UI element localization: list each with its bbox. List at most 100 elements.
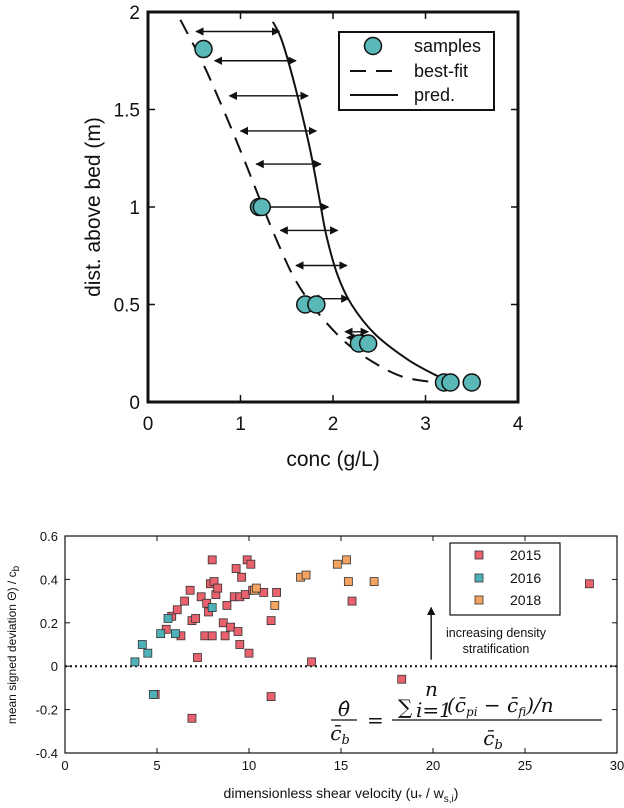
top-y-tick-label: 1.5	[114, 101, 140, 122]
top-x-tick-label: 1	[235, 414, 246, 435]
point-2015-4	[180, 596, 190, 606]
point-2016-2	[143, 648, 153, 658]
point-2018-6	[342, 555, 351, 565]
point-2016-5	[170, 629, 180, 639]
sample-point-8	[441, 373, 460, 392]
point-2018-4	[301, 570, 311, 580]
point-2018-7	[343, 577, 353, 586]
bottom-x-tick-label: 30	[610, 758, 624, 773]
point-2015-32	[244, 648, 254, 658]
legend-2018-marker	[474, 595, 484, 605]
point-2018-8	[369, 577, 379, 586]
top-x-axis-label: conc (g/L)	[286, 448, 379, 471]
point-2016-0	[130, 657, 140, 667]
bottom-x-axis-label: dimensionless shear velocity (u* / ws,i)	[224, 785, 459, 805]
concentration-profile-chart: 0 1 2 3 4 0 0.5 1 1.5 2 conc (g/L) dist. above be…	[82, 3, 524, 471]
bottom-legend-box	[449, 542, 561, 616]
top-x-tick-label: 2	[328, 414, 339, 435]
deviation-vs-shear-velocity-chart: 0 5 10 15 20 25 30 -0.4 -0.2 0 0.2 0.4 0.6 dimension…	[5, 529, 624, 805]
legend-2015-marker	[474, 550, 484, 560]
point-2015-41	[187, 713, 197, 723]
eq-lhs-bottom: c̄b	[330, 721, 350, 748]
eq-numerator-term: (c̄pi − c̄fi)/n	[447, 693, 554, 719]
point-2016-7	[148, 690, 158, 699]
bottom-x-axis-label-star: *	[418, 793, 422, 804]
point-2015-7	[191, 614, 201, 623]
eq-term-minus: − c̄	[478, 693, 519, 717]
point-2015-18	[213, 583, 223, 593]
top-y-tick-label: 2	[129, 3, 140, 24]
bottom-x-axis-label-sub: s,i	[444, 794, 454, 805]
point-2016-6	[207, 603, 217, 613]
bottom-x-axis-label-end: )	[454, 785, 459, 801]
eq-sum: ∑	[398, 695, 413, 719]
bottom-x-tick-label: 15	[334, 758, 348, 773]
point-2015-35	[266, 616, 276, 626]
legend-2015-label: 2015	[510, 547, 541, 563]
bottom-y-tick-label: 0	[51, 659, 58, 674]
point-2015-24	[231, 564, 241, 573]
point-2015-38	[347, 596, 357, 606]
deviation-equation: θ̂ c̄b = ∑ n i=1 (c̄pi − c̄fi)/n c̄b	[330, 677, 602, 753]
point-2018-2	[270, 601, 280, 610]
point-2015-27	[237, 572, 247, 582]
point-2015-10	[200, 631, 210, 641]
eq-lhs-top: θ̂	[338, 697, 350, 721]
point-2015-36	[235, 640, 245, 649]
bottom-y-axis-label-main: mean signed deviation Θ) / c	[5, 571, 19, 724]
point-2016-1	[137, 640, 147, 649]
point-2015-20	[220, 631, 230, 641]
bottom-x-tick-label: 20	[426, 758, 440, 773]
point-2015-30	[246, 559, 256, 569]
top-y-tick-label: 0.5	[114, 296, 140, 317]
bottom-x-tick-label: 25	[518, 758, 532, 773]
eq-rhs-bottom: c̄b	[483, 726, 503, 753]
eq-term-sub2: fi	[517, 705, 526, 719]
point-2015-43	[397, 674, 407, 684]
legend-best-fit-label: best-fit	[414, 61, 468, 81]
best-fit-line	[179, 19, 435, 384]
eq-sum-bottom: i=1	[416, 698, 452, 722]
point-2015-9	[196, 592, 206, 602]
legend-2016-marker	[474, 573, 484, 583]
point-2015-19	[218, 618, 228, 628]
point-2016-4	[163, 614, 173, 623]
bottom-y-axis-label: mean signed deviation Θ) / cb	[5, 565, 22, 724]
point-2015-14	[207, 555, 217, 565]
point-2015-21	[222, 601, 232, 610]
bottom-y-tick-label: 0.6	[40, 529, 58, 544]
eq-equals: =	[367, 708, 384, 732]
legend-samples-marker	[363, 36, 383, 56]
point-2015-37	[307, 657, 316, 667]
point-2015-5	[185, 585, 195, 595]
bottom-y-tick-label: -0.2	[36, 703, 58, 718]
point-2015-22	[226, 622, 236, 632]
top-y-tick-label: 1	[129, 198, 140, 219]
point-2015-39	[585, 579, 594, 589]
sample-point-9	[462, 373, 481, 392]
bottom-legend: 2015 2016 2018	[449, 542, 561, 616]
bottom-y-tick-label: -0.4	[36, 746, 58, 761]
top-legend: samples best-fit pred.	[338, 31, 495, 111]
bottom-x-tick-label: 10	[242, 758, 256, 773]
eq-sum-top: n	[425, 677, 438, 701]
eq-lhs-bottom-sub: b	[341, 733, 349, 748]
point-2015-15	[207, 631, 217, 641]
top-y-tick-label: 0	[129, 393, 140, 414]
bottom-x-axis-label-mid: / w	[422, 785, 445, 801]
bottom-x-tick-label: 0	[61, 758, 68, 773]
legend-2016-label: 2016	[510, 570, 541, 586]
eq-term-open: (c̄	[447, 693, 466, 717]
top-y-axis-label: dist. above bed (m)	[82, 117, 105, 297]
bottom-y-tick-label: 0.4	[40, 572, 58, 587]
top-x-tick-label: 3	[420, 414, 431, 435]
top-x-tick-label: 0	[143, 414, 154, 435]
point-2015-2	[172, 605, 182, 615]
sample-point-2	[252, 197, 272, 217]
point-2018-5	[332, 559, 342, 569]
pred-line	[271, 21, 454, 384]
eq-rhs-bottom-sub: b	[494, 738, 502, 753]
bottom-y-axis-label-sub: b	[11, 565, 22, 571]
point-2015-33	[259, 588, 269, 597]
